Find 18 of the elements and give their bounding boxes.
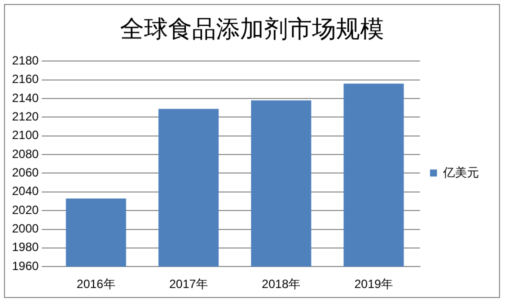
x-tick-label: 2016年: [76, 277, 116, 292]
y-tick-label: 1960: [12, 258, 40, 273]
y-tick-label: 2100: [12, 128, 40, 142]
y-tick-label: 2160: [12, 72, 40, 86]
y-tick-label: 2180: [12, 54, 40, 68]
chart-title: 全球食品添加剂市场规模: [119, 14, 385, 45]
x-tick-label: 2019年: [354, 277, 394, 292]
y-tick-label: 2060: [12, 166, 40, 180]
x-tick-label: 2017年: [169, 277, 208, 292]
y-tick-label: 2040: [12, 184, 40, 198]
x-tick-label: 2018年: [262, 277, 300, 292]
y-tick-label: 2080: [12, 146, 40, 161]
y-tick-label: 2000: [12, 222, 40, 236]
legend-label: 亿美元: [442, 165, 479, 180]
y-tick-label: 2140: [12, 90, 40, 105]
y-tick-label: 2020: [12, 202, 40, 217]
y-tick-label: 1980: [12, 240, 40, 254]
y-tick-label: 2120: [12, 110, 40, 124]
